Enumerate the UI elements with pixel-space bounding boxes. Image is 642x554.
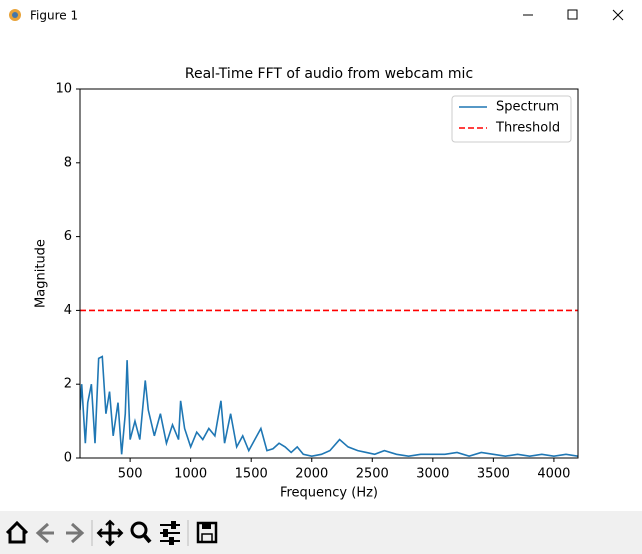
back-button[interactable]: [35, 522, 54, 544]
save-button[interactable]: [196, 521, 218, 544]
y-tick-label: 4: [64, 303, 72, 318]
y-tick-label: 0: [64, 451, 72, 466]
series-line: [80, 355, 578, 457]
x-tick-label: 3500: [477, 467, 510, 482]
window-title: Figure 1: [30, 9, 78, 23]
chart-title: Real-Time FFT of audio from webcam mic: [185, 66, 473, 82]
close-button[interactable]: [612, 9, 624, 21]
axes-frame: [79, 88, 579, 459]
x-tick-label: 2500: [356, 467, 389, 482]
title-bar: [0, 0, 642, 30]
y-tick-label: 8: [64, 155, 72, 170]
y-tick-label: 10: [55, 82, 72, 97]
home-button[interactable]: [5, 520, 29, 544]
y-tick-label: 6: [64, 229, 72, 244]
configure-button[interactable]: [160, 521, 180, 545]
forward-button[interactable]: [66, 522, 85, 544]
x-tick-label: 2000: [295, 467, 328, 482]
app-icon: [9, 9, 21, 21]
toolbar: [0, 511, 642, 554]
pan-button[interactable]: [96, 519, 124, 547]
x-tick-label: 1000: [174, 467, 207, 482]
legend-label: Spectrum: [496, 100, 559, 115]
legend-label: Threshold: [495, 121, 560, 136]
maximize-button[interactable]: [567, 9, 578, 20]
plot: Real-Time FFT of audio from webcam mic Fr…: [34, 66, 579, 501]
x-tick-label: 4000: [537, 467, 570, 482]
y-tick-label: 2: [64, 377, 72, 392]
x-tick-label: 500: [118, 467, 143, 482]
x-tick-label: 3000: [416, 467, 449, 482]
y-axis-label: Magnitude: [34, 239, 49, 308]
x-tick-label: 1500: [235, 467, 268, 482]
x-axis-label: Frequency (Hz): [280, 486, 378, 501]
zoom-button[interactable]: [130, 521, 152, 544]
